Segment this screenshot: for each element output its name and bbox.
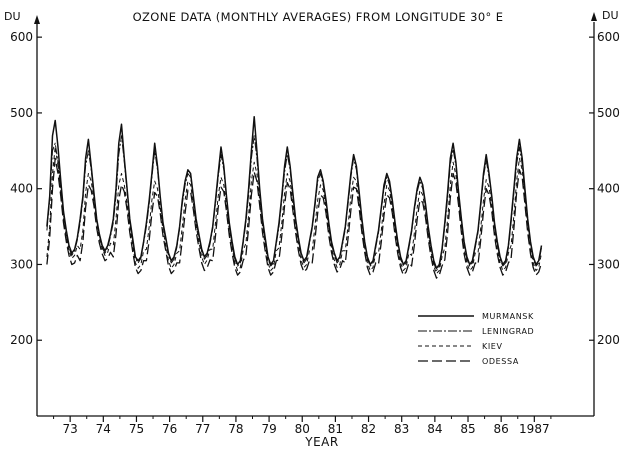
- x-tick-label: 82: [361, 422, 376, 436]
- y-tick-label-left: 500: [10, 106, 33, 120]
- x-tick-label: 78: [228, 422, 243, 436]
- y-ticks-left: 200 300 400 500 600: [10, 30, 42, 347]
- legend-label-kiev: KIEV: [482, 342, 503, 351]
- right-axis: DU: [591, 9, 619, 416]
- legend-label-odessa: ODESSA: [482, 357, 519, 366]
- chart-title: OZONE DATA (MONTHLY AVERAGES) FROM LONGI…: [133, 10, 504, 24]
- x-tick-label: 83: [394, 422, 409, 436]
- legend-label-murmansk: MURMANSK: [482, 312, 534, 321]
- x-tick-label: 79: [261, 422, 276, 436]
- right-axis-unit: DU: [602, 9, 619, 22]
- x-axis-label: YEAR: [304, 435, 338, 449]
- x-tick-label: 76: [162, 422, 177, 436]
- y-ticks-right: 200 300 400 500 600: [589, 30, 620, 347]
- y-tick-label-left: 200: [10, 333, 33, 347]
- y-tick-label-right: 300: [597, 257, 620, 271]
- y-tick-label-right: 600: [597, 30, 620, 44]
- y-tick-label-left: 600: [10, 30, 33, 44]
- x-tick-label: 75: [129, 422, 144, 436]
- x-tick-label: 77: [195, 422, 210, 436]
- x-tick-label: 81: [328, 422, 343, 436]
- left-axis-unit: DU: [4, 10, 21, 23]
- x-tick-label: 1987: [519, 422, 550, 436]
- x-tick-label: 86: [494, 422, 509, 436]
- legend-label-leningrad: LENINGRAD: [482, 327, 534, 336]
- x-tick-label: 85: [460, 422, 475, 436]
- x-axis: YEAR: [37, 415, 594, 449]
- y-tick-label-right: 400: [597, 182, 620, 196]
- x-tick-label: 84: [427, 422, 442, 436]
- y-tick-label-right: 500: [597, 106, 620, 120]
- y-tick-label-left: 300: [10, 257, 33, 271]
- left-axis-arrow: [34, 15, 40, 24]
- x-tick-label: 80: [295, 422, 310, 436]
- legend: MURMANSK LENINGRAD KIEV ODESSA: [418, 312, 534, 366]
- series-line-odessa: [46, 157, 543, 279]
- left-axis: DU: [4, 10, 40, 416]
- series-line-leningrad: [46, 135, 542, 271]
- y-tick-label-left: 400: [10, 182, 33, 196]
- x-tick-label: 74: [96, 422, 111, 436]
- x-ticks: 73 74 75 76 77 78 79 80 81 82 83 84 85 86 1987: [53, 416, 552, 436]
- series-group: [46, 115, 543, 279]
- x-tick-label: 73: [63, 422, 78, 436]
- y-tick-label-right: 200: [597, 333, 620, 347]
- right-axis-arrow: [591, 12, 597, 21]
